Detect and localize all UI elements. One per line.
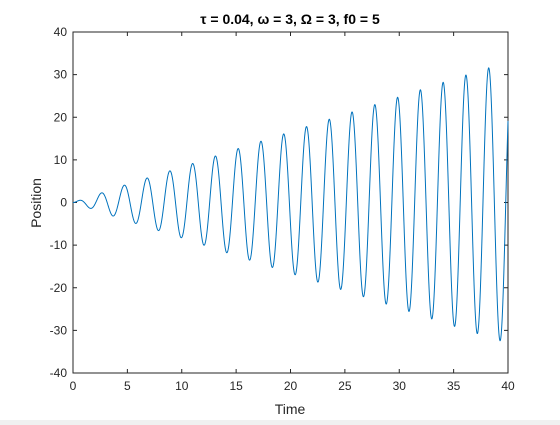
x-tick-label: 0 [70,379,77,393]
x-tick-label: 15 [229,379,243,393]
axes [72,31,509,374]
x-tick-label: 30 [393,379,407,393]
y-axis-label: Position [28,178,44,228]
y-tick-label: 20 [54,110,68,124]
x-tick-label: 5 [124,379,131,393]
plot-area [72,31,509,374]
y-ticks: -40 -30 -20 -10 0 10 20 30 40 [50,25,508,380]
x-tick-label: 25 [338,379,352,393]
x-axis-label: Time [275,401,306,417]
x-tick-label: 10 [175,379,189,393]
y-tick-label: 30 [54,68,68,82]
position-series-line [73,67,509,342]
y-tick-label: 0 [60,196,67,210]
y-tick-label: 40 [54,25,68,39]
chart-title: τ = 0.04, ω = 3, Ω = 3, f0 = 5 [200,11,380,27]
x-tick-label: 40 [501,379,515,393]
y-tick-label: 10 [54,153,68,167]
y-tick-label: -40 [50,366,68,380]
y-tick-label: -30 [50,323,68,337]
x-ticks: 0 5 10 15 20 25 30 35 40 [70,32,515,393]
x-tick-label: 20 [284,379,298,393]
x-tick-label: 35 [447,379,461,393]
y-tick-label: -20 [50,281,68,295]
y-tick-label: -10 [50,238,68,252]
